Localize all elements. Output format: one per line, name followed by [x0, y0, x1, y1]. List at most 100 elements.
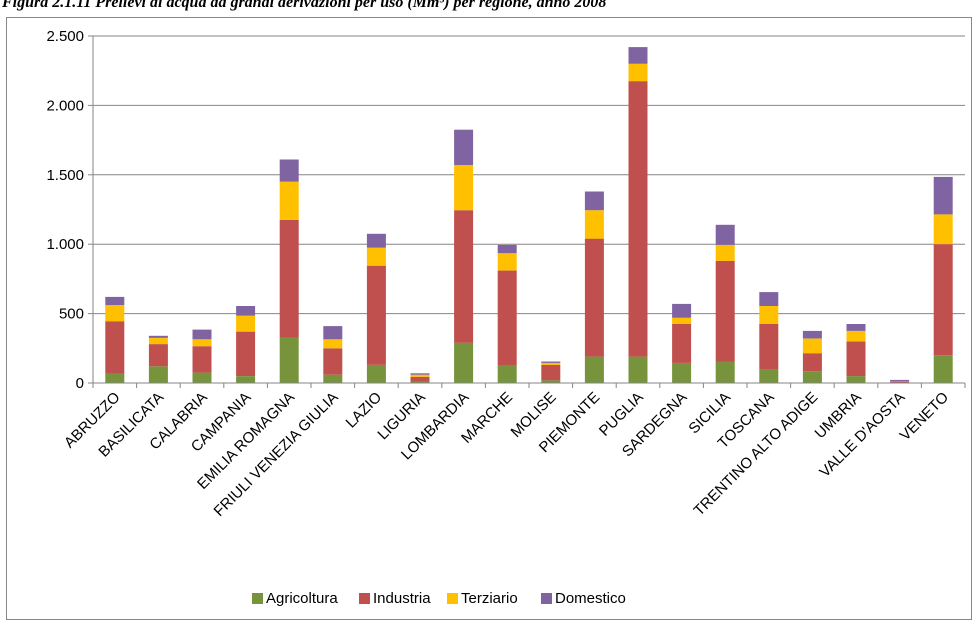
- bar-segment-terziario: [454, 165, 474, 211]
- legend: Agricoltura Industria Terziario Domestico: [252, 590, 626, 607]
- figure-caption: Figura 2.1.11 Prelievi di acqua da grand…: [2, 0, 607, 11]
- bar-segment-terziario: [105, 305, 125, 322]
- bar-segment-terziario: [541, 362, 561, 365]
- bar-segment-terziario: [323, 339, 343, 349]
- bar-segment-industria: [192, 346, 212, 373]
- x-tick-label: VENETO: [897, 389, 952, 444]
- bar-segment-terziario: [584, 210, 604, 239]
- bar-segment-agricoltura: [366, 365, 386, 383]
- bar-segment-agricoltura: [410, 381, 430, 383]
- bar-segment-terziario: [497, 253, 517, 271]
- bar-segment-domestico: [236, 306, 256, 316]
- bar-segment-domestico: [802, 330, 822, 339]
- bar-segment-industria: [672, 324, 692, 363]
- bar-segment-industria: [148, 344, 168, 367]
- bar-segment-agricoltura: [759, 369, 779, 383]
- y-tick-label: 2.000: [46, 97, 84, 114]
- bar-segment-agricoltura: [933, 355, 953, 383]
- y-tick-label: 0: [76, 375, 84, 392]
- bar-segment-agricoltura: [846, 376, 866, 383]
- bar-segment-domestico: [715, 224, 735, 245]
- bar-segment-industria: [236, 331, 256, 376]
- bar-segment-terziario: [715, 244, 735, 261]
- bar-segment-domestico: [846, 324, 866, 331]
- bar-segment-domestico: [541, 361, 561, 363]
- bar-segment-industria: [497, 270, 517, 365]
- bar-segment-agricoltura: [541, 380, 561, 383]
- legend-label-agricoltura: Agricoltura: [266, 590, 338, 607]
- bar-segment-industria: [105, 321, 125, 374]
- legend-swatch-terziario: [447, 593, 458, 604]
- bar-segment-agricoltura: [497, 365, 517, 383]
- bar-segment-domestico: [759, 292, 779, 306]
- bar-segment-domestico: [410, 373, 430, 375]
- bar-segment-domestico: [584, 191, 604, 211]
- bar-segment-terziario: [846, 330, 866, 342]
- bar-segment-agricoltura: [105, 374, 125, 383]
- bar-segment-agricoltura: [802, 371, 822, 383]
- legend-swatch-domestico: [541, 593, 552, 604]
- bar-segment-domestico: [192, 329, 212, 340]
- legend-label-terziario: Terziario: [461, 590, 518, 607]
- bar-segment-domestico: [148, 335, 168, 338]
- gridlines: [93, 35, 965, 315]
- bar-segment-industria: [323, 348, 343, 375]
- bar-segment-terziario: [236, 315, 256, 332]
- bar-segment-terziario: [279, 181, 299, 220]
- bar-segment-domestico: [672, 303, 692, 318]
- bar-segment-industria: [279, 219, 299, 338]
- bar-segment-terziario: [759, 306, 779, 324]
- bar-segment-industria: [933, 244, 953, 356]
- bar-segment-industria: [541, 365, 561, 381]
- y-tick-label: 2.500: [46, 28, 84, 45]
- bar-segment-industria: [890, 382, 910, 383]
- bar-segment-industria: [410, 376, 430, 382]
- bar-segment-terziario: [410, 374, 430, 377]
- bar-segment-agricoltura: [672, 362, 692, 383]
- bar-segment-agricoltura: [584, 356, 604, 383]
- bar-segment-industria: [366, 265, 386, 365]
- bar-segment-domestico: [454, 129, 474, 166]
- bar-segment-industria: [715, 260, 735, 362]
- bar-segment-domestico: [323, 326, 343, 340]
- bar-segment-industria: [454, 210, 474, 343]
- legend-swatch-industria: [359, 593, 370, 604]
- bar-segment-agricoltura: [715, 361, 735, 383]
- bar-segment-industria: [584, 238, 604, 357]
- bar-segment-terziario: [672, 317, 692, 324]
- bar-segment-agricoltura: [279, 337, 299, 383]
- bars: [105, 47, 953, 383]
- bar-segment-domestico: [890, 379, 910, 382]
- chart-frame: [6, 17, 972, 620]
- bar-segment-domestico: [366, 233, 386, 248]
- bar-segment-agricoltura: [323, 374, 343, 383]
- bar-segment-terziario: [192, 339, 212, 347]
- bar-segment-domestico: [497, 244, 517, 254]
- bar-segment-agricoltura: [628, 356, 648, 383]
- bar-segment-domestico: [933, 176, 953, 215]
- bar-segment-terziario: [628, 63, 648, 82]
- bar-segment-terziario: [148, 337, 168, 345]
- bar-segment-terziario: [802, 338, 822, 354]
- bar-segment-industria: [759, 324, 779, 370]
- x-tick-label: LAZIO: [343, 389, 386, 432]
- bar-segment-industria: [802, 353, 822, 372]
- bar-segment-terziario: [933, 214, 953, 245]
- legend-label-industria: Industria: [373, 590, 431, 607]
- bar-segment-domestico: [105, 296, 125, 306]
- legend-label-domestico: Domestico: [555, 590, 626, 607]
- bar-segment-agricoltura: [148, 366, 168, 383]
- bar-segment-agricoltura: [236, 376, 256, 383]
- bar-segment-domestico: [279, 159, 299, 182]
- y-tick-label: 500: [59, 306, 84, 323]
- bar-segment-terziario: [366, 247, 386, 266]
- bar-segment-agricoltura: [454, 342, 474, 383]
- bar-segment-industria: [628, 81, 648, 357]
- bar-segment-domestico: [628, 47, 648, 64]
- bar-segment-industria: [846, 341, 866, 377]
- bar-segment-agricoltura: [192, 372, 212, 383]
- y-tick-label: 1.000: [46, 236, 84, 253]
- y-tick-label: 1.500: [46, 167, 84, 184]
- legend-swatch-agricoltura: [252, 593, 263, 604]
